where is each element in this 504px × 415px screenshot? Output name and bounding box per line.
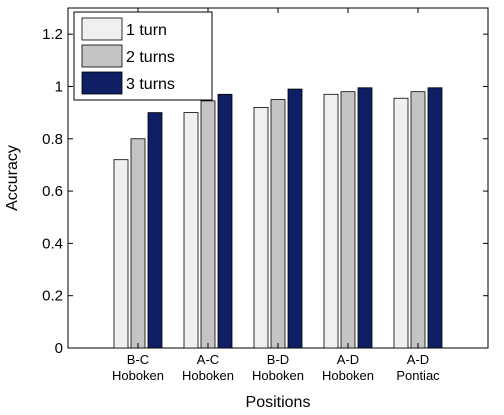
legend-label: 3 turns — [126, 76, 175, 93]
x-axis: B-CHobokenA-CHobokenB-DHobokenA-DHoboken… — [112, 8, 440, 383]
y-tick-label: 0.4 — [42, 235, 63, 252]
y-tick-label: 0.8 — [42, 131, 63, 148]
x-tick-label-line1: B-C — [127, 352, 149, 367]
legend: 1 turn 2 turns 3 turns — [73, 11, 213, 101]
bar-1-turn-4 — [393, 97, 409, 349]
bar-3-turns-3 — [357, 87, 373, 349]
y-axis: 0 0.2 0.4 0.6 0.8 1 1.2 — [42, 26, 488, 357]
bar-3-turns-2 — [287, 88, 303, 349]
bar-2-turns-3 — [340, 91, 356, 349]
x-tick-label-line1: A-D — [407, 352, 429, 367]
x-tick-label-line1: A-D — [337, 352, 359, 367]
y-tick-label: 1 — [55, 78, 63, 95]
x-tick-label-line1: A-C — [197, 352, 219, 367]
legend-swatch — [81, 17, 123, 41]
bar-1-turn-2 — [253, 106, 269, 349]
bar-3-turns-4 — [427, 87, 443, 349]
bar-2-turns-0 — [130, 138, 146, 349]
y-tick-label: 1.2 — [42, 26, 63, 43]
x-axis-title: Positions — [246, 394, 311, 411]
bar-3-turns-1 — [217, 93, 233, 349]
bar-2-turns-1 — [200, 100, 216, 349]
legend-label: 2 turns — [126, 49, 175, 66]
bar-2-turns-4 — [410, 91, 426, 349]
x-tick-label-line2: Hoboken — [252, 368, 304, 383]
y-tick-label: 0 — [55, 340, 63, 357]
y-tick-label: 0.6 — [42, 183, 63, 200]
legend-label: 1 turn — [126, 22, 167, 39]
bar-3-turns-0 — [147, 112, 163, 349]
x-tick-label-line2: Pontiac — [396, 368, 440, 383]
y-tick-label: 0.2 — [42, 288, 63, 305]
legend-swatch — [81, 71, 123, 95]
legend-swatch — [81, 44, 123, 68]
bar-1-turn-3 — [323, 93, 339, 349]
x-tick-label-line1: B-D — [267, 352, 289, 367]
bar-1-turn-1 — [183, 112, 199, 349]
bar-2-turns-2 — [270, 99, 286, 349]
y-axis-title: Accuracy — [4, 145, 21, 211]
x-tick-label-line2: Hoboken — [322, 368, 374, 383]
bars-group — [113, 87, 443, 349]
x-tick-label-line2: Hoboken — [112, 368, 164, 383]
x-tick-label-line2: Hoboken — [182, 368, 234, 383]
bar-1-turn-0 — [113, 159, 129, 349]
